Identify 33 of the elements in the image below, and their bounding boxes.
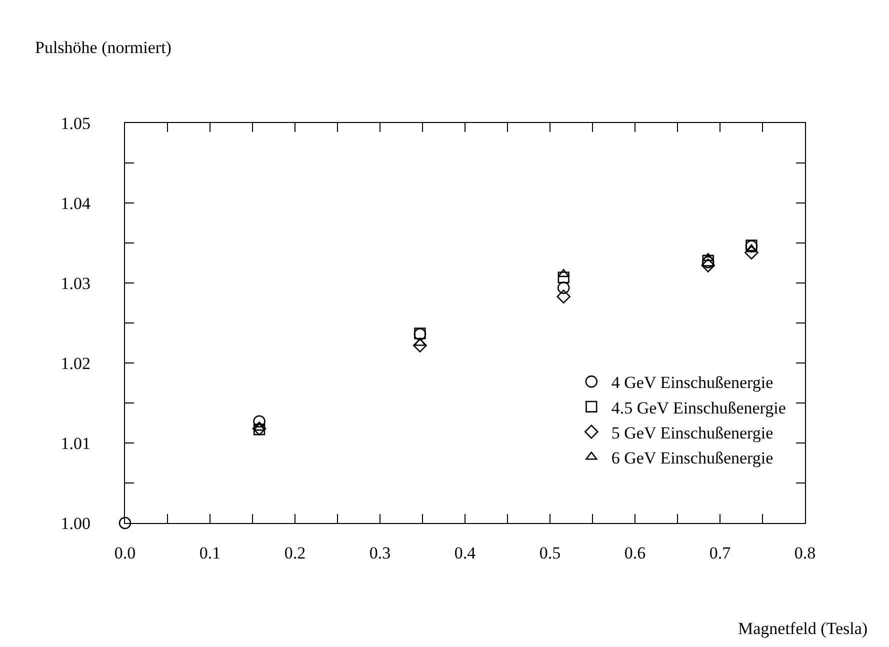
x-tick-label: 0.4	[454, 544, 476, 563]
point	[414, 338, 426, 346]
legend-label: 5 GeV Einschußenergie	[611, 423, 774, 442]
x-tick-label: 0.2	[284, 544, 306, 563]
y-tick-label: 1.01	[60, 434, 90, 453]
x-tick-label: 0.0	[114, 544, 136, 563]
legend-label: 4 GeV Einschußenergie	[611, 373, 774, 392]
y-tick-label: 1.05	[60, 114, 90, 133]
y-tick-label: 1.04	[60, 194, 91, 213]
y-tick-label: 1.00	[60, 514, 90, 533]
x-tick-label: 0.5	[539, 544, 561, 563]
point	[413, 338, 427, 352]
legend-label: 4.5 GeV Einschußenergie	[611, 398, 786, 418]
x-tick-label: 0.1	[199, 544, 221, 563]
x-tick-label: 0.6	[624, 544, 646, 563]
point	[701, 258, 716, 272]
point	[253, 415, 266, 428]
point	[744, 246, 758, 260]
x-tick-label: 0.7	[709, 544, 732, 563]
point	[746, 244, 758, 252]
point	[557, 282, 570, 294]
point	[702, 253, 714, 262]
point	[556, 290, 571, 304]
x-tick-label: 0.8	[794, 544, 816, 563]
point	[558, 269, 570, 278]
point	[118, 516, 132, 530]
legend-label: 6 GeV Einschußenergie	[611, 448, 774, 468]
y-tick-label: 1.02	[60, 354, 90, 373]
x-tick-label: 0.3	[369, 544, 391, 563]
point	[558, 272, 570, 284]
y-axis-title: Pulshöhe (normiert)	[35, 38, 172, 57]
x-axis-title: Magnetfeld (Tesla)	[738, 619, 868, 638]
y-tick-label: 1.03	[60, 274, 90, 293]
